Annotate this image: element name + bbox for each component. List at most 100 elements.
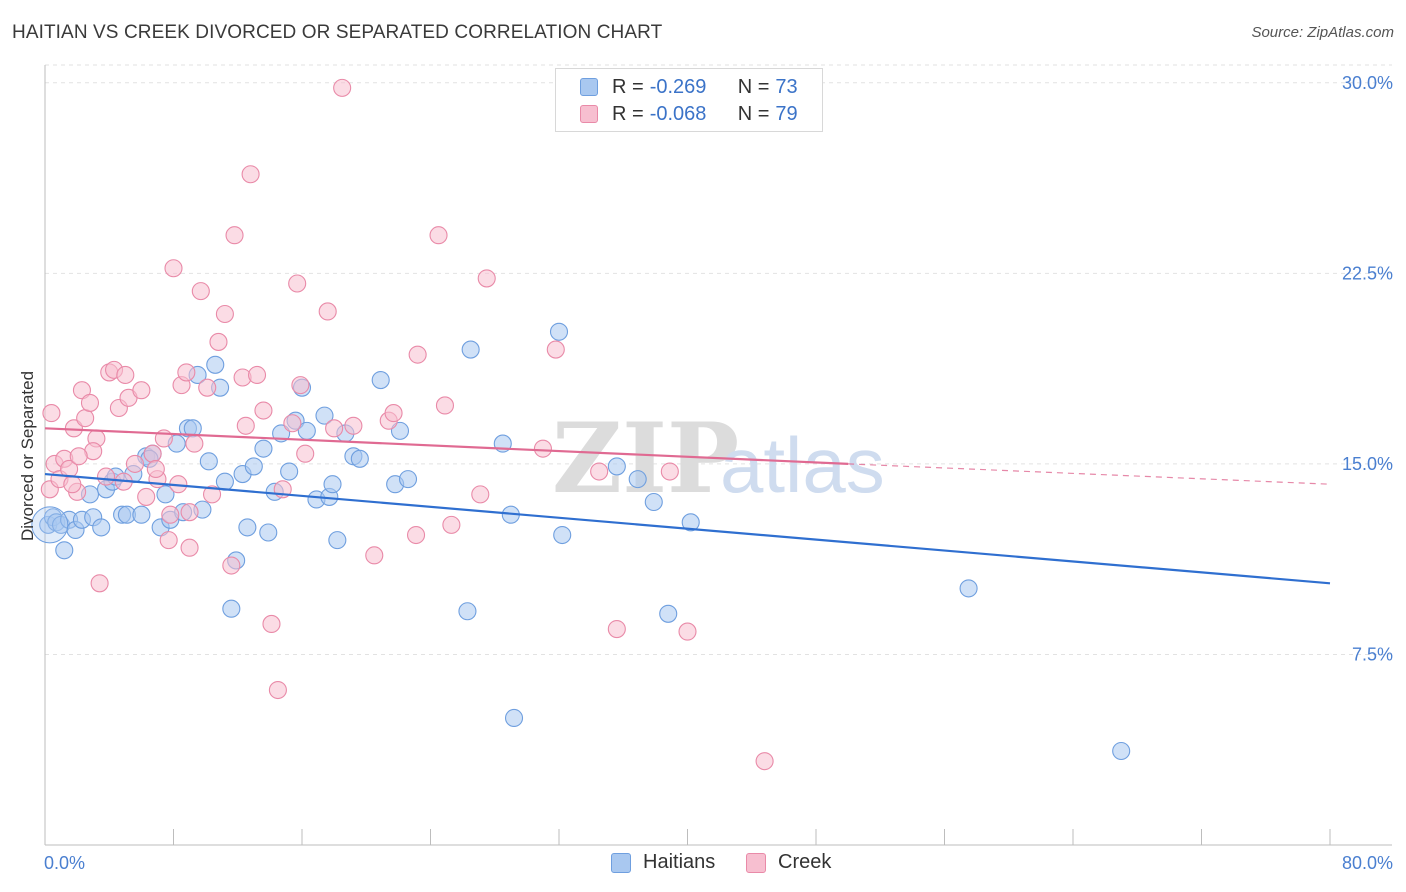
data-point-creek — [477, 269, 496, 288]
data-point-haitians — [280, 462, 299, 481]
data-point-creek — [116, 365, 135, 385]
series-haitians — [39, 322, 1131, 761]
series-legend: Haitians Creek — [0, 851, 1406, 877]
y-tick-label: 30.0% — [1342, 73, 1393, 93]
data-point-creek — [283, 414, 302, 433]
data-point-creek — [96, 467, 116, 486]
data-point-creek — [76, 409, 95, 428]
data-point-creek — [546, 340, 565, 359]
legend-r-value: -0.269 — [649, 75, 707, 98]
data-point-creek — [678, 622, 697, 641]
data-point-haitians — [659, 604, 678, 623]
data-point-creek — [247, 365, 267, 385]
data-points — [31, 78, 1131, 771]
data-point-creek — [198, 378, 217, 397]
trend-lines — [44, 427, 1331, 585]
data-point-haitians — [390, 421, 410, 440]
axes — [44, 65, 1392, 846]
data-point-haitians — [458, 602, 477, 621]
y-tick-label: 7.5% — [1352, 644, 1393, 664]
x-tick-label: 0.0% — [44, 853, 85, 873]
data-point-creek — [384, 404, 403, 423]
data-point-creek — [288, 274, 307, 293]
y-tick-label: 22.5% — [1342, 263, 1393, 283]
data-point-creek — [660, 462, 679, 481]
data-point-creek — [533, 439, 552, 458]
data-point-haitians — [55, 541, 74, 560]
data-point-haitians — [549, 322, 569, 341]
data-point-creek — [203, 485, 222, 504]
data-point-haitians — [607, 457, 626, 476]
data-point-creek — [42, 404, 61, 423]
data-point-creek — [63, 475, 82, 494]
data-point-haitians — [328, 531, 347, 550]
data-point-haitians — [461, 340, 480, 359]
data-point-creek — [80, 393, 100, 412]
data-point-creek — [755, 752, 774, 771]
data-point-creek — [291, 376, 310, 395]
legend-r-label: R = — [612, 102, 644, 125]
data-point-haitians — [553, 525, 572, 545]
data-point-creek — [180, 538, 199, 557]
legend-r-label: R = — [612, 75, 644, 98]
legend-item-haitians[interactable]: Haitians — [611, 851, 715, 874]
legend-n-value: 79 — [775, 102, 798, 125]
data-point-haitians — [504, 708, 524, 728]
data-point-creek — [125, 454, 144, 473]
source-label: Source: ZipAtlas.com — [1251, 24, 1394, 41]
legend-row-haitians: R = -0.269 N = 73 — [580, 75, 798, 99]
data-point-haitians — [323, 475, 342, 494]
data-point-haitians — [1112, 741, 1131, 761]
data-point-haitians — [681, 513, 700, 532]
data-point-creek — [241, 165, 260, 184]
legend-r-value: -0.068 — [649, 102, 707, 125]
data-point-creek — [137, 487, 156, 506]
legend-label-haitians: Haitians — [643, 851, 716, 873]
series-creek — [40, 78, 774, 771]
legend-swatch-haitians — [580, 78, 598, 96]
trend-line-haitians — [44, 472, 1331, 585]
data-point-creek — [333, 78, 352, 97]
x-tick-label: 80.0% — [1342, 853, 1393, 873]
data-point-haitians — [206, 355, 225, 374]
legend-swatch-creek — [580, 105, 598, 123]
data-point-haitians — [315, 406, 334, 425]
data-point-haitians — [156, 485, 175, 504]
legend-row-creek: R = -0.068 N = 79 — [580, 102, 798, 126]
data-point-creek — [72, 381, 91, 400]
data-point-creek — [191, 282, 210, 301]
legend-n-label: N = — [737, 75, 770, 98]
chart-title: HAITIAN VS CREEK DIVORCED OR SEPARATED C… — [12, 22, 663, 43]
data-point-creek — [607, 619, 626, 639]
data-point-haitians — [199, 452, 218, 471]
legend-item-creek[interactable]: Creek — [746, 851, 831, 874]
data-point-creek — [429, 226, 448, 245]
data-point-haitians — [628, 470, 647, 489]
data-point-creek — [268, 680, 287, 700]
data-point-haitians — [244, 457, 263, 476]
data-point-creek — [132, 381, 151, 400]
data-point-creek — [164, 259, 183, 278]
legend-swatch-creek — [746, 852, 766, 873]
y-axis-title: Divorced or Separated — [18, 371, 37, 541]
data-point-creek — [185, 434, 204, 453]
data-point-creek — [318, 302, 337, 321]
data-point-haitians — [398, 470, 418, 489]
data-point-creek — [442, 515, 461, 534]
data-point-haitians — [350, 449, 369, 468]
correlation-legend: R = -0.269 N = 73 R = -0.068 N = 79 — [555, 68, 823, 132]
data-point-creek — [344, 416, 363, 435]
data-point-creek — [161, 505, 180, 524]
data-point-haitians — [132, 505, 151, 524]
data-point-creek — [159, 531, 178, 550]
data-point-creek — [90, 574, 109, 593]
data-point-creek — [435, 396, 455, 415]
data-point-creek — [146, 459, 165, 479]
watermark-atlas: atlas — [720, 421, 885, 509]
data-point-creek — [236, 416, 255, 435]
data-point-haitians — [644, 492, 663, 512]
legend-n-value: 73 — [775, 75, 798, 98]
data-point-creek — [254, 401, 273, 420]
data-point-creek — [209, 332, 228, 351]
legend-label-creek: Creek — [778, 851, 832, 873]
